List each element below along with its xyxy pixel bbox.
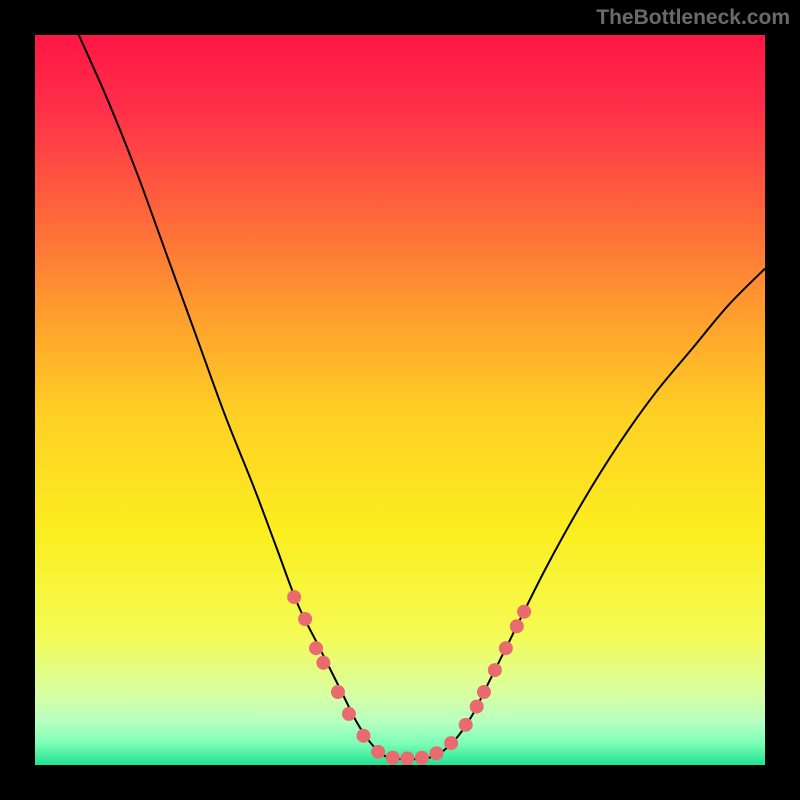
- data-marker: [287, 590, 301, 604]
- data-marker: [309, 641, 323, 655]
- data-marker: [517, 605, 531, 619]
- data-marker: [298, 612, 312, 626]
- data-marker: [470, 700, 484, 714]
- bottleneck-chart: [0, 0, 800, 800]
- data-marker: [444, 736, 458, 750]
- data-marker: [357, 729, 371, 743]
- data-marker: [400, 751, 414, 765]
- data-marker: [477, 685, 491, 699]
- data-marker: [488, 663, 502, 677]
- data-marker: [459, 718, 473, 732]
- data-marker: [499, 641, 513, 655]
- data-marker: [510, 619, 524, 633]
- data-marker: [331, 685, 345, 699]
- data-marker: [415, 751, 429, 765]
- data-marker: [386, 751, 400, 765]
- data-marker: [342, 707, 356, 721]
- data-marker: [316, 656, 330, 670]
- data-marker: [430, 746, 444, 760]
- chart-background: [35, 35, 765, 765]
- data-marker: [371, 745, 385, 759]
- source-watermark: TheBottleneck.com: [596, 6, 790, 30]
